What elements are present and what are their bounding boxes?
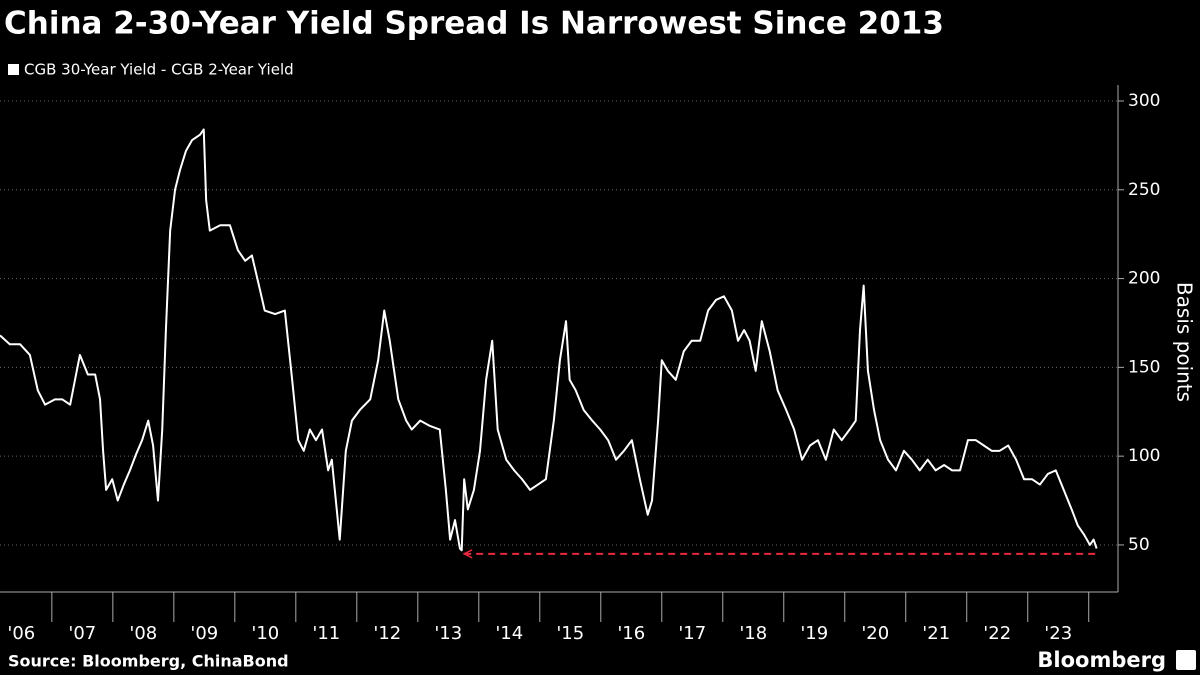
y-tick-label: 300 bbox=[1128, 91, 1160, 111]
y-tick-label: 250 bbox=[1128, 180, 1160, 200]
brand-icon bbox=[1176, 650, 1196, 670]
x-tick-label: '18 bbox=[739, 623, 767, 644]
y-tick-label: 100 bbox=[1128, 446, 1160, 466]
x-tick-label: '07 bbox=[68, 623, 96, 644]
legend-swatch bbox=[8, 64, 19, 75]
brand-logo: Bloomberg bbox=[1037, 648, 1166, 672]
y-tick-label: 200 bbox=[1128, 269, 1160, 289]
x-tick-label: '23 bbox=[1044, 623, 1072, 644]
x-tick-label: '11 bbox=[312, 623, 340, 644]
x-tick-label: '22 bbox=[983, 623, 1011, 644]
x-tick-label: '06 bbox=[7, 623, 35, 644]
x-tick-label: '12 bbox=[373, 623, 401, 644]
x-tick-label: '14 bbox=[495, 623, 523, 644]
x-tick-label: '20 bbox=[861, 623, 889, 644]
x-tick-label: '09 bbox=[190, 623, 218, 644]
x-tick-label: '19 bbox=[800, 623, 828, 644]
x-tick-label: '10 bbox=[251, 623, 279, 644]
source: Source: Bloomberg, ChinaBond bbox=[8, 652, 289, 671]
y-tick-label: 50 bbox=[1128, 535, 1150, 555]
x-tick-label: '08 bbox=[129, 623, 157, 644]
y-axis-label: Basis points bbox=[1173, 282, 1197, 402]
legend-label: CGB 30-Year Yield - CGB 2-Year Yield bbox=[24, 61, 294, 79]
x-tick-label: '13 bbox=[434, 623, 462, 644]
x-tick-label: '15 bbox=[556, 623, 584, 644]
x-tick-label: '21 bbox=[922, 623, 950, 644]
y-tick-label: 150 bbox=[1128, 357, 1160, 377]
series-line bbox=[0, 128, 1098, 552]
x-tick-label: '17 bbox=[678, 623, 706, 644]
x-tick-label: '16 bbox=[617, 623, 645, 644]
chart-title: China 2-30-Year Yield Spread Is Narrowes… bbox=[4, 6, 944, 42]
